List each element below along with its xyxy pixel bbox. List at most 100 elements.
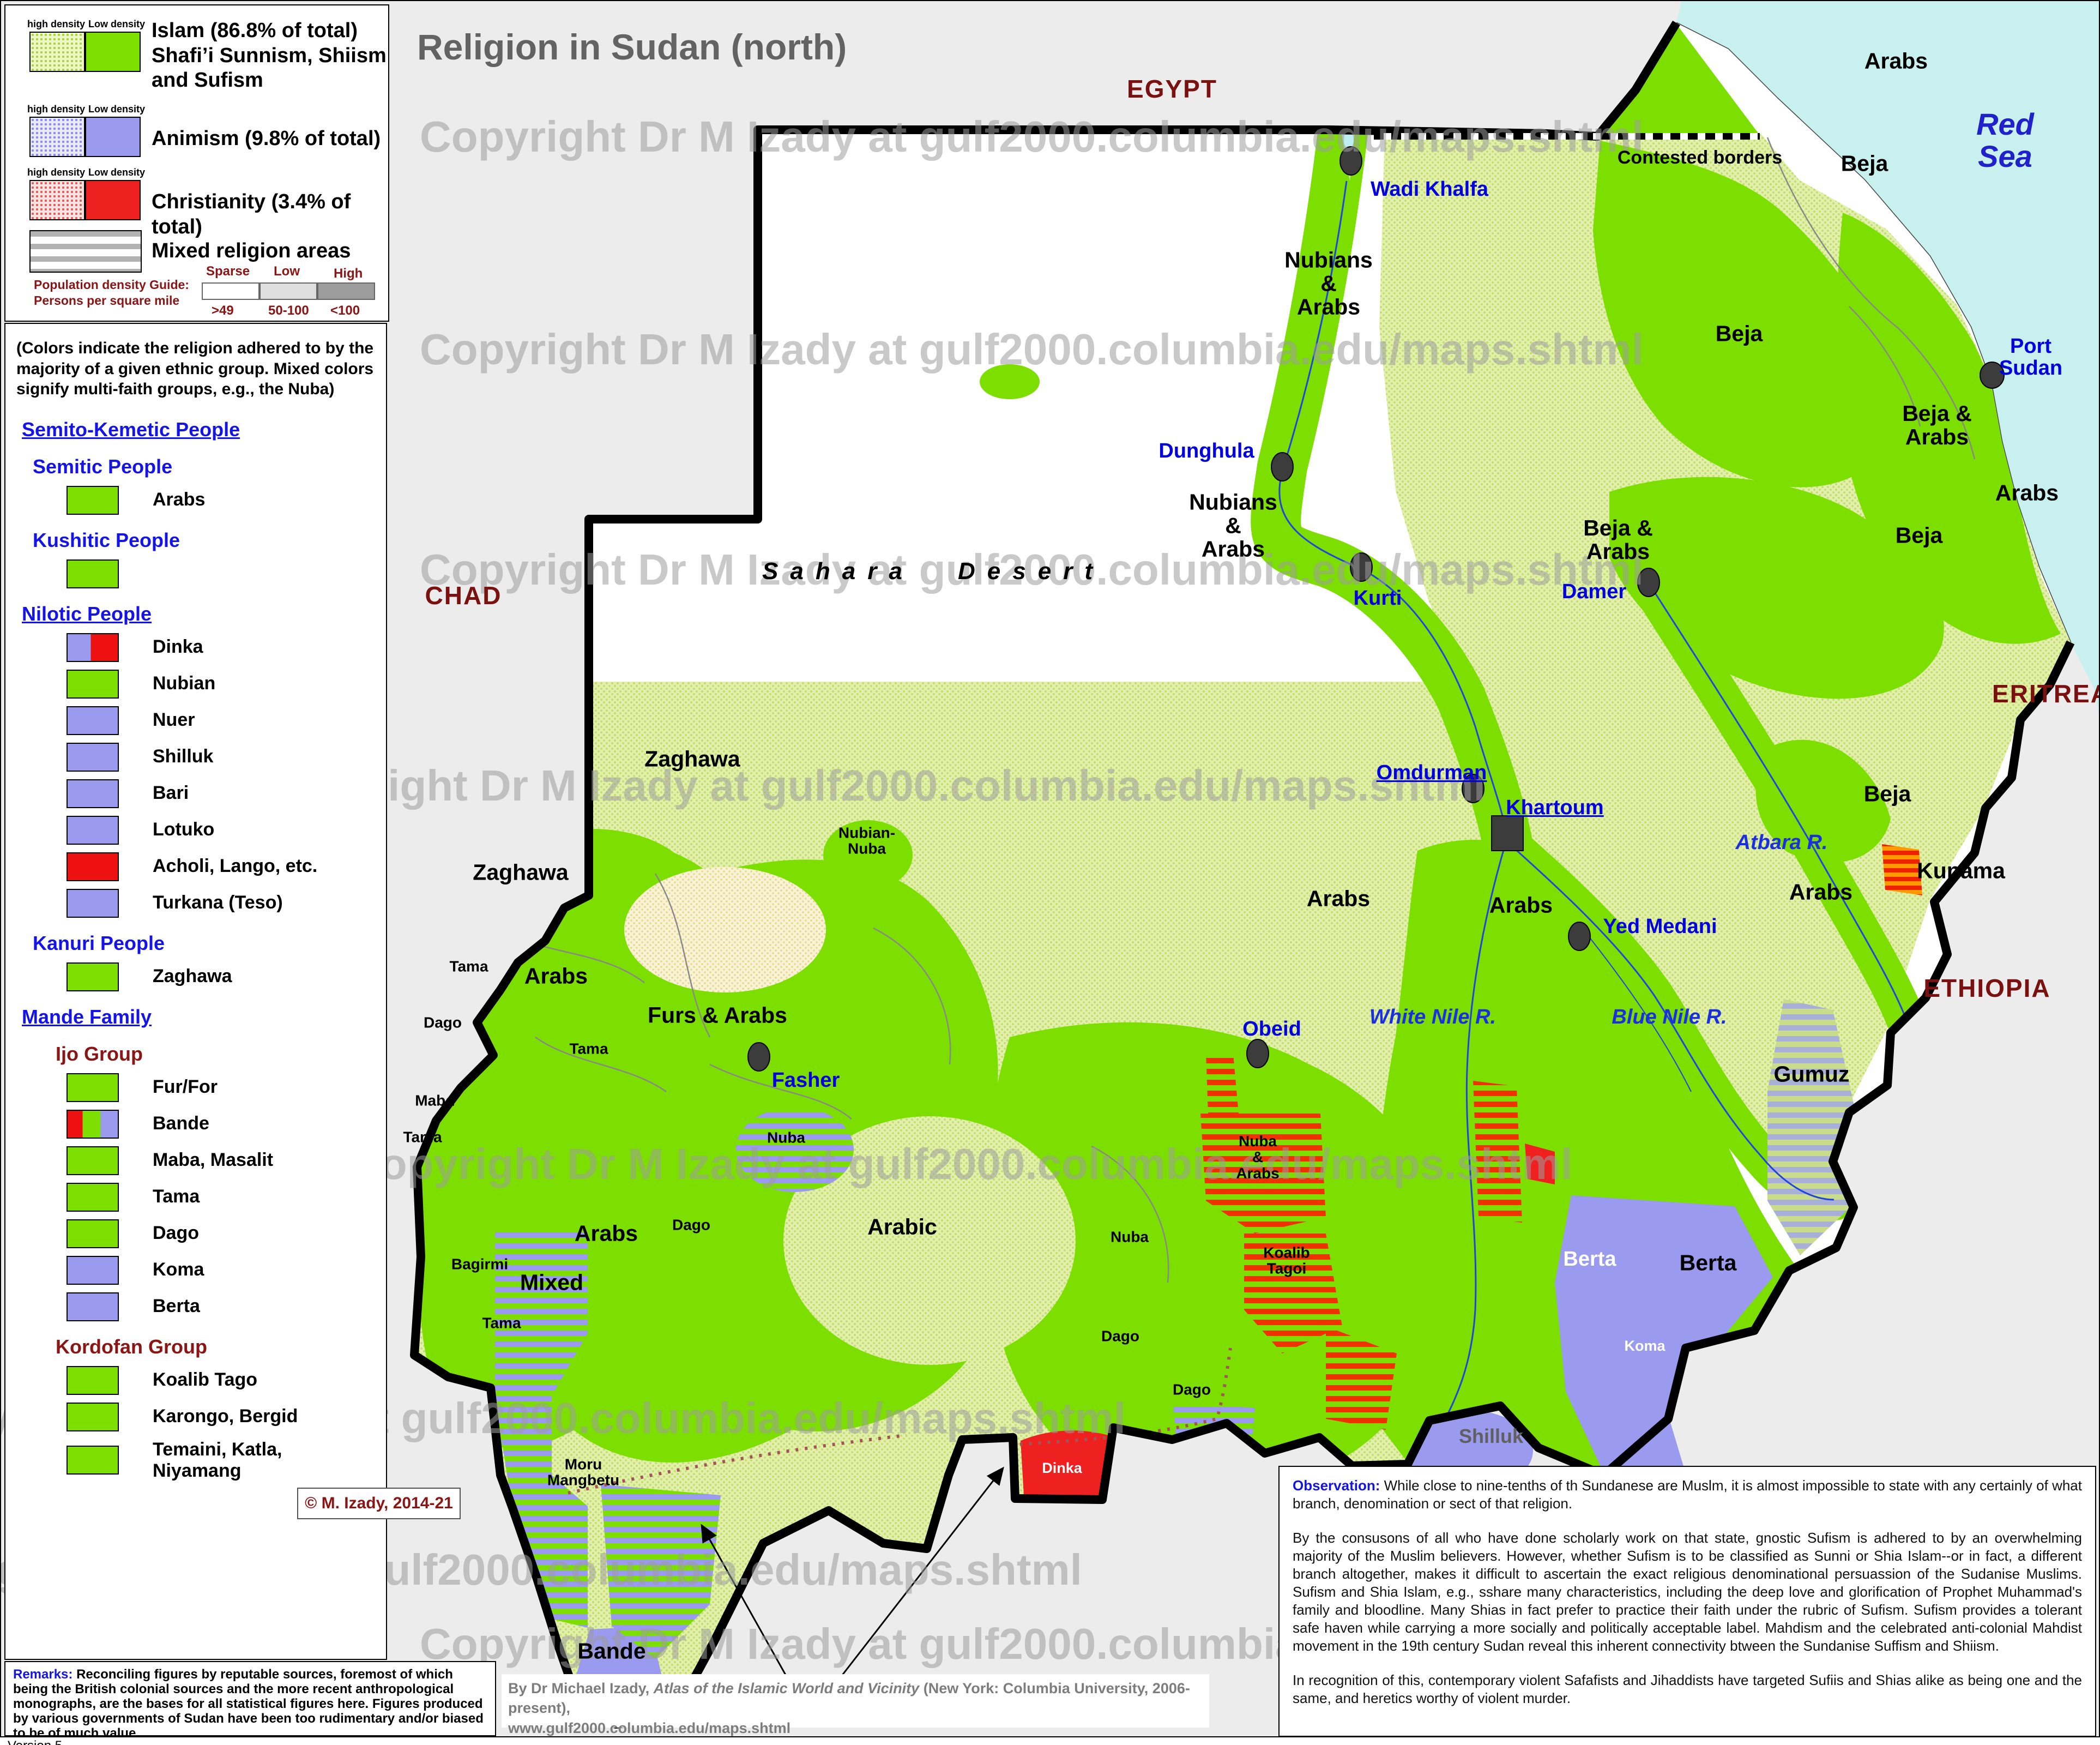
sidebar-heading: Mande Family: [22, 1005, 152, 1028]
legend-swatch-purple: [67, 742, 119, 772]
nuba-arabs-mixed-2: [1244, 1233, 1342, 1353]
wadi-khalfa-dot: [1339, 146, 1362, 176]
islam-high-density-swatch: [29, 32, 85, 72]
legend-label: Berta: [153, 1296, 200, 1317]
observation-p3: In recognition of this, contemporary vio…: [1293, 1672, 2082, 1707]
guide-sparse-swatch: [202, 282, 260, 300]
sidebar-sections: Semito-Kemetic People Semitic People Arabs…: [16, 418, 378, 1482]
svg-text:Copyright Dr M Izady at gulf20: Copyright Dr M Izady at gulf2000.columbi…: [349, 1140, 1573, 1188]
small-green-nw: [980, 364, 1040, 399]
observation-p1: While close to nine-tenths of th Sundane…: [1293, 1477, 2082, 1512]
sidebar-heading: Kordofan Group: [56, 1335, 207, 1358]
legend-item: Shilluk: [67, 742, 378, 772]
low-density-label: Low density: [88, 104, 146, 115]
damer-dot: [1637, 568, 1660, 597]
islam-legend-label: Islam (86.8% of total) Shafi’i Sunnism, …: [152, 19, 387, 92]
svg-text:Copyright Dr M Izady at gulf20: Copyright Dr M Izady at gulf2000.columbi…: [420, 325, 1644, 374]
legend-label: Dago: [153, 1223, 199, 1244]
legend-item: Turkana (Teso): [67, 888, 378, 918]
legend-label: Lotuko: [153, 819, 215, 840]
copyright-box: © M. Izady, 2014-21: [297, 1488, 461, 1519]
christianity-legend-label: Christianity (3.4% of total): [152, 190, 351, 238]
legend-label: Arabs: [153, 489, 206, 510]
observation-p2: By the consusons of all who have done sc…: [1293, 1530, 2082, 1654]
observation-label: Observation:: [1293, 1477, 1380, 1494]
high-density-label: high density: [27, 104, 86, 115]
attribution-box: By Dr Michael Izady, Atlas of the Islami…: [502, 1674, 1209, 1736]
nuba-arabs-mixed-5: [1206, 1054, 1239, 1114]
legend-label: Acholi, Lango, etc.: [153, 856, 318, 877]
nuba-west-mixed: [736, 1107, 854, 1192]
ethnic-boundaries: [491, 137, 1976, 1283]
legend-swatch-green: [67, 559, 119, 588]
border-red-area: [1525, 1144, 1555, 1184]
guide-low-swatch: [260, 282, 317, 300]
legend-item: Nubian: [67, 669, 378, 699]
nuba-arabs-mixed-4: [1473, 1081, 1522, 1223]
legend-label: Temaini, Katla, Niyamang: [153, 1439, 282, 1481]
legend-swatch-green: [67, 962, 119, 991]
legend-swatch-green: [67, 1365, 119, 1395]
legend-item: Lotuko: [67, 815, 378, 845]
christianity-low-density-swatch: [85, 180, 141, 220]
berta-area: [1555, 1195, 1773, 1473]
port-sudan-dot: [1980, 362, 2005, 389]
high-density-label: high density: [27, 19, 86, 29]
svg-text:Copyright Dr M Izady at gulf20: Copyright Dr M Izady at gulf2000.columbi…: [420, 112, 1644, 161]
legend-item: Bari: [67, 779, 378, 808]
legend-label: Bande: [153, 1113, 209, 1134]
legend-item: Arabs: [67, 485, 378, 515]
dunghula-dot: [1271, 452, 1294, 482]
nuba-arabs-mixed-3: [1326, 1326, 1397, 1430]
legend-item: [67, 559, 378, 588]
attribution-url: www.gulf2000.columbia.edu/maps.shtml: [508, 1719, 791, 1736]
sudan-border: [410, 20, 2075, 1729]
legend-item: Acholi, Lango, etc.: [67, 852, 378, 881]
guide-high-value: <100: [330, 303, 360, 318]
low-density-label: Low density: [88, 167, 146, 178]
legend-item: Zaghawa: [67, 962, 378, 991]
legend-swatch-purple-red: [67, 633, 119, 662]
legend-swatch-purple: [67, 888, 119, 918]
legend-item: Maba, Masalit: [67, 1146, 378, 1175]
sidebar-heading: Kanuri People: [33, 931, 165, 954]
legend-swatch-green: [67, 1402, 119, 1431]
animism-high-density-swatch: [29, 117, 85, 157]
coast-green: [1837, 213, 2061, 644]
religion-legend: high density Low density Islam (86.8% of…: [4, 4, 389, 322]
legend-swatch-purple: [67, 815, 119, 845]
legend-item: Fur/For: [67, 1073, 378, 1102]
legend-swatch-green: [67, 1219, 119, 1248]
page-title: Religion in Sudan (north): [417, 27, 847, 67]
sidebar-heading: Nilotic People: [22, 602, 152, 625]
legend-swatch-tri: [67, 1109, 119, 1139]
mixed-religion-swatch: [29, 230, 142, 273]
attribution-title: Atlas of the Islamic World and Vicinity: [653, 1680, 920, 1696]
legend-item: Dinka: [67, 633, 378, 662]
legend-item: Berta: [67, 1292, 378, 1321]
sidebar-heading: Semitic People: [33, 455, 173, 478]
nubian-nuba-green: [823, 820, 913, 890]
legend-item: Bande: [67, 1109, 378, 1139]
population-guide-title: Population density Guide: Persons per sq…: [34, 278, 189, 308]
guide-low-value: 50-100: [268, 303, 309, 318]
sidebar-heading: Semito-Kemetic People: [22, 418, 240, 441]
legend-item: Dago: [67, 1219, 378, 1248]
islam-low-density-swatch: [85, 32, 141, 72]
legend-label: Fur/For: [153, 1076, 218, 1098]
halaib-green: [1597, 24, 1760, 136]
beja-south-green: [1755, 739, 1891, 863]
kunama-mixed: [1882, 844, 1922, 895]
beja-north-green: [1593, 141, 1892, 488]
legend-swatch-green: [67, 1073, 119, 1102]
legend-label: Koalib Tago: [153, 1369, 258, 1391]
obeid-dot: [1246, 1039, 1269, 1068]
legend-label: Nuer: [153, 709, 195, 731]
ethnic-legend-sidebar: (Colors indicate the religion adhered to…: [4, 323, 387, 1660]
remarks-label: Remarks:: [13, 1667, 73, 1682]
legend-item: Karongo, Bergid: [67, 1402, 378, 1431]
christianity-high-density-swatch: [29, 180, 85, 220]
legend-swatch-green: [67, 485, 119, 515]
